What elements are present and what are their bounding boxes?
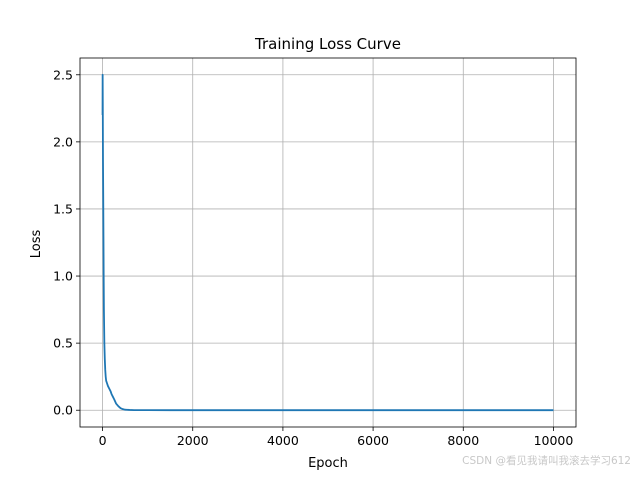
- x-axis: 0 2000 4000 6000 8000 10000: [99, 427, 574, 448]
- chart-title: Training Loss Curve: [254, 35, 401, 53]
- y-tick-label: 1.5: [53, 201, 73, 216]
- y-tick-label: 1.0: [53, 269, 73, 284]
- plot-frame: [79, 57, 577, 428]
- x-tick-label: 8000: [447, 433, 479, 448]
- x-tick-label: 10000: [534, 433, 574, 448]
- y-axis: 0.0 0.5 1.0 1.5 2.0 2.5: [53, 67, 80, 418]
- grid: [80, 58, 576, 427]
- y-tick-label: 2.0: [53, 134, 73, 149]
- x-tick-label: 4000: [267, 433, 299, 448]
- x-tick-label: 2000: [177, 433, 209, 448]
- y-tick-label: 0.0: [53, 403, 73, 418]
- y-axis-label: Loss: [29, 230, 44, 259]
- loss-series-line: [101, 73, 554, 412]
- watermark: CSDN @看见我请叫我滚去学习612: [462, 455, 631, 467]
- y-tick-label: 2.5: [53, 67, 73, 82]
- y-tick-label: 0.5: [53, 336, 73, 351]
- x-axis-label: Epoch: [308, 456, 348, 471]
- x-tick-label: 6000: [357, 433, 389, 448]
- series-layer: [101, 73, 554, 412]
- x-tick-label: 0: [99, 433, 107, 448]
